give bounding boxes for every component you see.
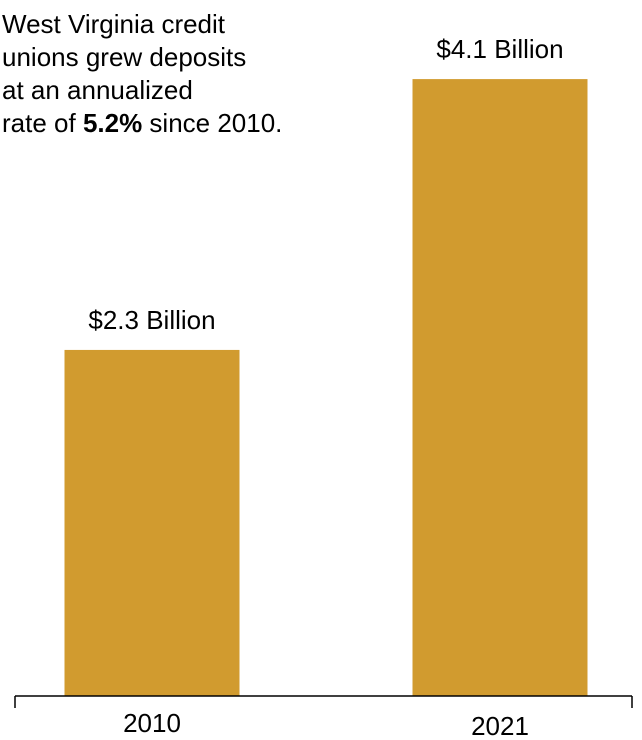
annotation-growth-rate: 5.2% xyxy=(82,108,143,138)
annotation-line-3: at an annualized xyxy=(2,75,193,105)
annotation-line-2: unions grew deposits xyxy=(2,42,247,72)
chart-annotation: West Virginia credit unions grew deposit… xyxy=(2,8,382,140)
data-label-2021: $4.1 Billion xyxy=(436,34,563,64)
x-tick-label-2021: 2021 xyxy=(471,711,529,740)
data-label-2010: $2.3 Billion xyxy=(88,305,215,335)
bar-2021 xyxy=(412,79,588,697)
annotation-line-4-suffix: since 2010. xyxy=(142,108,283,138)
bar-2010 xyxy=(64,349,240,696)
x-tick-label-2010: 2010 xyxy=(123,708,181,738)
annotation-line-4-prefix: rate of xyxy=(2,108,83,138)
annotation-line-1: West Virginia credit xyxy=(2,9,226,39)
